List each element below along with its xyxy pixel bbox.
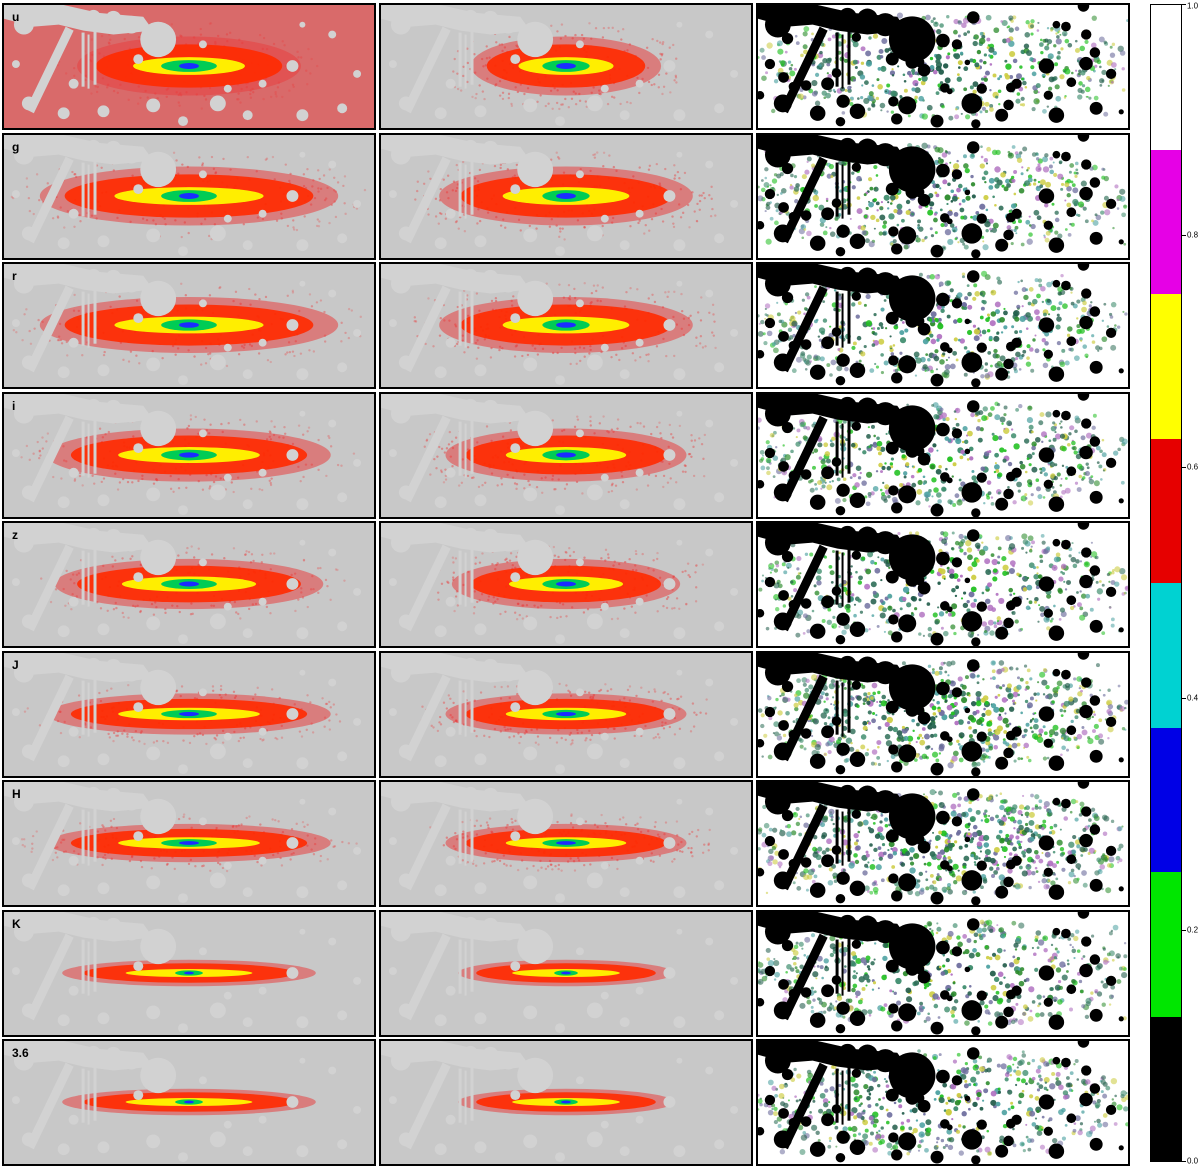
observed-image <box>4 5 374 128</box>
panel-model-z <box>379 521 753 648</box>
panel-observed-H: H <box>2 780 376 907</box>
panel-residual-r <box>756 262 1130 389</box>
panel-observed-3-6: 3.6 <box>2 1039 376 1166</box>
residual-image <box>758 912 1128 1035</box>
band-label: 3.6 <box>12 1046 29 1060</box>
residual-image <box>758 782 1128 905</box>
residual-image <box>758 1041 1128 1164</box>
colorbar <box>1150 4 1182 1162</box>
band-label: i <box>12 399 16 413</box>
panel-model-r <box>379 262 753 389</box>
panel-observed-z: z <box>2 521 376 648</box>
residual-image <box>758 523 1128 646</box>
panel-model-3-6 <box>379 1039 753 1166</box>
observed-image <box>4 1041 374 1164</box>
colorbar-segment-2 <box>1151 727 1181 872</box>
colorbar-tick-label: 0.8 <box>1187 230 1199 240</box>
observed-image <box>4 135 374 258</box>
colorbar-segment-6 <box>1151 149 1181 294</box>
observed-image <box>4 782 374 905</box>
colorbar-tick <box>1181 235 1186 237</box>
panel-model-K <box>379 910 753 1037</box>
panel-residual-K <box>756 910 1130 1037</box>
band-label: H <box>12 787 21 801</box>
residual-image <box>758 264 1128 387</box>
model-image <box>381 135 751 258</box>
panel-model-J <box>379 651 753 778</box>
colorbar-segment-7 <box>1151 5 1181 150</box>
colorbar-tick-label: 0.2 <box>1187 925 1199 935</box>
panel-observed-K: K <box>2 910 376 1037</box>
panel-observed-g: g <box>2 133 376 260</box>
colorbar-tick-label: 1.0 <box>1187 1 1199 11</box>
band-label: g <box>12 140 20 154</box>
panel-observed-u: u <box>2 3 376 130</box>
residual-image <box>758 653 1128 776</box>
model-image <box>381 5 751 128</box>
colorbar-tick-label: 0.6 <box>1187 462 1199 472</box>
panel-observed-J: J <box>2 651 376 778</box>
panel-model-u <box>379 3 753 130</box>
colorbar-segment-4 <box>1151 438 1181 583</box>
observed-image <box>4 653 374 776</box>
residual-image <box>758 394 1128 517</box>
colorbar-segment-3 <box>1151 583 1181 728</box>
colorbar-tick <box>1181 1161 1186 1162</box>
band-label: z <box>12 528 18 542</box>
observed-image <box>4 523 374 646</box>
band-label: u <box>12 10 20 24</box>
observed-image <box>4 394 374 517</box>
panel-residual-z <box>756 521 1130 648</box>
band-label: K <box>12 917 21 931</box>
panel-residual-3-6 <box>756 1039 1130 1166</box>
panel-model-H <box>379 780 753 907</box>
colorbar-segment-5 <box>1151 294 1181 439</box>
model-image <box>381 653 751 776</box>
colorbar-tick-label: 0.4 <box>1187 693 1199 703</box>
colorbar-tick <box>1181 929 1186 931</box>
panel-residual-g <box>756 133 1130 260</box>
model-image <box>381 523 751 646</box>
panel-residual-H <box>756 780 1130 907</box>
panel-residual-u <box>756 3 1130 130</box>
panel-observed-r: r <box>2 262 376 389</box>
colorbar-tick <box>1181 698 1186 700</box>
panel-residual-J <box>756 651 1130 778</box>
colorbar-segment-0 <box>1151 1016 1181 1161</box>
observed-image <box>4 264 374 387</box>
model-image <box>381 912 751 1035</box>
residual-image <box>758 135 1128 258</box>
observed-image <box>4 912 374 1035</box>
colorbar-segment-1 <box>1151 872 1181 1017</box>
colorbar-tick <box>1181 4 1186 5</box>
residual-image <box>758 5 1128 128</box>
colorbar-tick-label: 0.0 <box>1187 1156 1199 1166</box>
panel-model-i <box>379 392 753 519</box>
panel-observed-i: i <box>2 392 376 519</box>
model-image <box>381 1041 751 1164</box>
panel-residual-i <box>756 392 1130 519</box>
model-image <box>381 394 751 517</box>
model-image <box>381 782 751 905</box>
panel-model-g <box>379 133 753 260</box>
colorbar-tick <box>1181 466 1186 468</box>
band-label: J <box>12 658 19 672</box>
band-label: r <box>12 269 17 283</box>
model-image <box>381 264 751 387</box>
